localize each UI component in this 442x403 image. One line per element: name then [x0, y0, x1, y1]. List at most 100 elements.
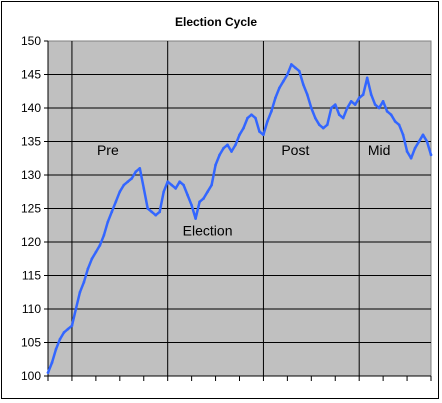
data-point [50, 361, 54, 364]
data-point [214, 163, 217, 167]
data-point [170, 183, 173, 187]
data-point [325, 123, 329, 127]
y-tick-label: 115 [22, 269, 41, 283]
data-point [122, 183, 126, 187]
data-point [262, 133, 265, 137]
data-point [405, 150, 409, 153]
data-point [78, 290, 82, 294]
data-point [373, 103, 377, 106]
data-point [98, 244, 102, 247]
data-point [226, 143, 229, 147]
data-point [206, 190, 209, 194]
election-cycle-chart: Election Cycle 1001051101151201251301351… [21, 15, 433, 383]
data-point [166, 180, 169, 183]
data-point [294, 66, 297, 70]
data-point [337, 113, 341, 116]
data-point [310, 106, 313, 110]
data-point [349, 100, 353, 103]
data-point [202, 197, 205, 200]
data-point [242, 126, 245, 130]
y-tick-label: 140 [21, 101, 41, 115]
y-tick-label: 110 [22, 302, 41, 316]
data-point [345, 106, 349, 110]
data-point [62, 331, 66, 334]
data-point [150, 210, 154, 214]
data-point [381, 100, 385, 103]
y-axis: 100 105 110 115 120 125 130 135 140 145 150 [21, 34, 49, 383]
data-point [198, 200, 201, 204]
y-tick-label: 100 [21, 369, 41, 383]
y-tick-label: 135 [21, 135, 41, 149]
phase-label: Post [281, 142, 309, 158]
chart-frame: Election Cycle 100 105 110 115 120 125 130 135 1… [1, 1, 439, 399]
series-layer [46, 63, 433, 374]
data-point [234, 143, 237, 147]
data-point [317, 123, 321, 127]
data-point [286, 73, 289, 76]
data-point [258, 130, 261, 133]
chart-title: Election Cycle [175, 15, 257, 29]
y-tick-label: 105 [21, 336, 41, 350]
data-point [421, 133, 425, 137]
y-tick-label: 150 [21, 34, 41, 48]
data-point [66, 327, 70, 331]
phase-label: Pre [97, 142, 119, 158]
phase-label: Election [183, 222, 233, 238]
data-point [393, 120, 397, 123]
data-point [306, 93, 309, 96]
data-point [118, 190, 122, 194]
data-point [230, 150, 233, 153]
data-point [130, 177, 134, 180]
data-point [190, 203, 193, 207]
data-point [106, 220, 110, 224]
phase-labels: Pre Election Post Mid [97, 142, 390, 238]
data-point [238, 133, 241, 137]
data-point [102, 234, 106, 237]
data-point [278, 86, 281, 90]
data-point [210, 183, 213, 187]
data-point [429, 153, 433, 157]
data-point [389, 113, 393, 116]
data-point [246, 116, 249, 120]
data-point [186, 193, 189, 197]
data-point [321, 126, 325, 130]
data-point [146, 207, 150, 210]
data-point [58, 337, 62, 341]
data-point [413, 146, 417, 150]
data-point [298, 69, 301, 73]
data-point [397, 123, 401, 127]
data-point [46, 371, 50, 374]
data-point [357, 96, 361, 100]
data-point [54, 347, 58, 351]
data-point [110, 210, 114, 214]
data-point [178, 180, 181, 183]
data-point [329, 106, 333, 110]
y-tick-label: 145 [21, 68, 41, 82]
data-point [314, 116, 317, 120]
data-point [409, 156, 413, 160]
data-point [361, 93, 365, 96]
data-point [94, 250, 98, 254]
data-point [218, 153, 221, 157]
data-point [417, 140, 421, 143]
data-point [222, 146, 225, 150]
data-point [70, 324, 74, 328]
data-point [138, 167, 142, 170]
data-point [401, 133, 405, 137]
data-point [254, 116, 257, 120]
data-point [90, 257, 94, 261]
data-point [114, 200, 118, 204]
data-point [74, 307, 78, 311]
data-point [333, 103, 337, 106]
data-point [154, 213, 158, 217]
data-point [274, 96, 277, 100]
y-tick-label: 120 [21, 235, 41, 249]
data-point [353, 103, 357, 106]
data-point [290, 63, 293, 66]
data-point [282, 79, 285, 83]
data-point [266, 120, 269, 123]
data-point [158, 210, 162, 214]
data-point [142, 187, 146, 190]
data-point [302, 83, 305, 86]
y-tick-label: 125 [21, 202, 41, 216]
